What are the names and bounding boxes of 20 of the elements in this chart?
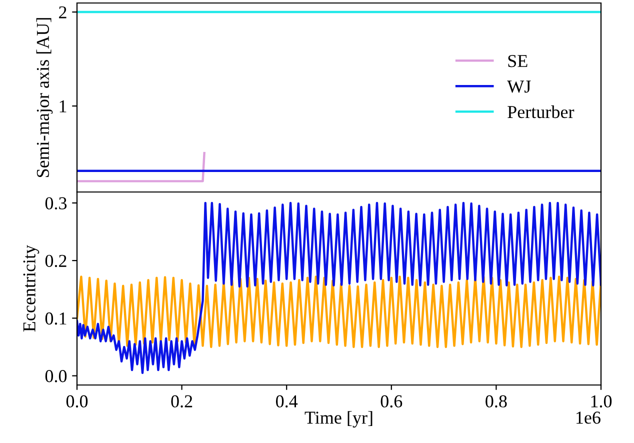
x-tick-label: 0.4 bbox=[276, 395, 298, 408]
y-tick-label: 1 bbox=[60, 100, 66, 112]
y-tick-label: 0.1 bbox=[45, 312, 66, 325]
y-tick-label: 0.3 bbox=[45, 197, 67, 210]
x-tick-label: 1.0 bbox=[591, 395, 612, 408]
y-tick-label: 0.2 bbox=[45, 254, 66, 268]
y-axis-title: Eccentricity bbox=[23, 244, 40, 332]
x-tick-label: 0.2 bbox=[171, 395, 192, 408]
line-series bbox=[77, 202, 601, 374]
y-tick-label: 2 bbox=[59, 6, 66, 18]
x-tick-label: 0.8 bbox=[486, 395, 507, 408]
y-axis-title: Semi-major axis [AU] bbox=[36, 18, 53, 178]
legend-label: WJ bbox=[507, 80, 531, 93]
y-tick-label: 0.0 bbox=[45, 370, 67, 382]
text: 1e6 bbox=[576, 412, 600, 424]
x-axis-title: Time [yr] bbox=[304, 411, 372, 428]
legend-label: Perturber bbox=[508, 105, 574, 118]
line-series bbox=[77, 276, 601, 348]
legend-label: SE bbox=[508, 54, 528, 68]
x-tick-label: 0.6 bbox=[380, 395, 402, 408]
